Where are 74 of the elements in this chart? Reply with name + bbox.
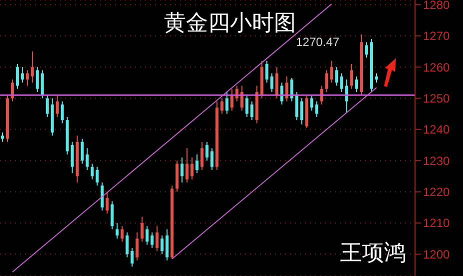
y-tick-label: 1270 xyxy=(423,29,450,44)
y-tick-label: 1280 xyxy=(423,0,450,12)
candlestick xyxy=(310,94,314,112)
candlestick xyxy=(86,148,89,170)
candlestick xyxy=(265,60,268,84)
candlestick xyxy=(186,148,189,183)
candlestick xyxy=(220,98,224,114)
candlestick xyxy=(140,216,144,242)
candlestick xyxy=(126,232,129,258)
candlestick xyxy=(56,94,59,118)
y-tick-label: 1250 xyxy=(423,91,450,106)
y-tick-label: 1230 xyxy=(423,154,450,168)
candlestick xyxy=(325,70,328,92)
candlestick xyxy=(330,60,334,84)
annotation: 王项鸿 xyxy=(340,240,406,268)
candlestick xyxy=(195,154,198,174)
candlestick xyxy=(225,92,228,114)
candlestick xyxy=(275,66,278,99)
candlestick xyxy=(10,79,14,102)
y-tick-label: 1200 xyxy=(423,247,450,262)
candlestick xyxy=(365,42,368,58)
candlestick xyxy=(90,163,94,180)
candlestick xyxy=(160,234,164,255)
candlestick xyxy=(156,226,159,252)
candlestick xyxy=(285,76,288,102)
candlestick xyxy=(375,72,378,84)
candlestick xyxy=(295,92,298,121)
candlestick xyxy=(80,138,84,164)
candlestick xyxy=(16,63,19,90)
candlestick xyxy=(340,72,344,92)
candlestick xyxy=(280,82,284,105)
candlestick xyxy=(250,100,254,121)
candlestick xyxy=(315,100,318,118)
candlestick xyxy=(355,76,358,92)
candlestick xyxy=(200,141,204,170)
y-tick-label: 1220 xyxy=(423,185,450,200)
candlestick xyxy=(205,141,208,162)
candlestick xyxy=(270,72,274,92)
candlestick xyxy=(180,156,184,183)
candlestick xyxy=(26,70,29,86)
candlestick xyxy=(30,50,34,84)
candlestick xyxy=(46,94,49,118)
candlestick xyxy=(120,226,124,242)
candlestick xyxy=(36,66,39,92)
candlestick xyxy=(70,141,74,174)
candlestick xyxy=(60,100,64,124)
candlestick xyxy=(110,200,114,230)
candlestick xyxy=(210,148,214,170)
candlestick xyxy=(136,232,139,261)
candlestick xyxy=(146,226,149,246)
y-tick-label: 1210 xyxy=(423,216,450,230)
candlestick xyxy=(100,182,104,212)
candlestick xyxy=(96,166,99,186)
y-tick-label: 1240 xyxy=(423,122,450,137)
y-tick-label: 1260 xyxy=(423,60,450,74)
candlestick xyxy=(40,70,44,99)
candlestick xyxy=(130,247,134,268)
candlestick xyxy=(150,232,154,248)
candlestick xyxy=(345,79,348,114)
candlestick xyxy=(166,228,169,261)
candlestick xyxy=(290,77,294,102)
candlestick xyxy=(245,94,248,118)
candlestick xyxy=(190,156,194,180)
candlestick xyxy=(300,98,304,125)
annotation: 1270.47 xyxy=(296,35,340,49)
candlestick xyxy=(240,85,244,112)
candlestick xyxy=(350,63,354,90)
candlestick xyxy=(116,222,119,240)
candlestick xyxy=(106,191,109,214)
candlestick xyxy=(20,66,24,84)
candlestick xyxy=(230,88,234,112)
text: 黄金四小时图 xyxy=(163,10,296,38)
candlestick xyxy=(335,66,338,86)
candlestick xyxy=(1,132,4,142)
